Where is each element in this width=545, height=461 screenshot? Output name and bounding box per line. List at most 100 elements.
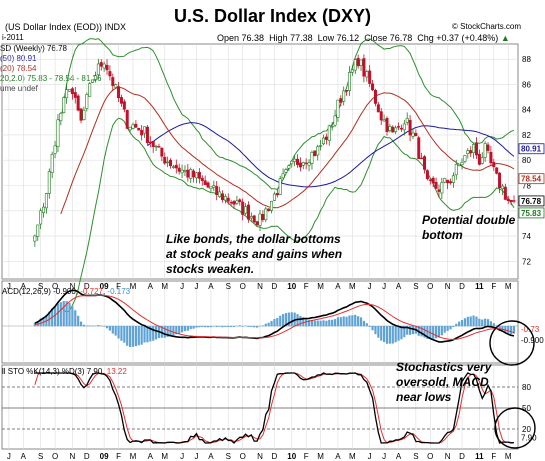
macd-signal-line [34,294,515,340]
candle-body [463,155,467,162]
candle-body [278,178,282,195]
x-tick-label: D [459,452,465,461]
x-tick-label: F [116,452,121,461]
macd-histogram-bar [166,326,169,337]
candle-body [506,198,510,202]
candle-body [373,89,377,104]
macd-histogram-bar [336,317,340,327]
macd-histogram-bar [175,326,178,335]
macd-histogram-bar [510,326,513,335]
candle-body [304,162,308,165]
candle-body [82,109,86,120]
candle-body [215,186,219,196]
stoch-label: ll STO %K(14,3) %D(3) 7.90, 13.22 [2,367,127,376]
chart-title: U.S. Dollar Index (DXY) [173,6,372,26]
bollinger-lower-line [60,117,515,314]
macd-histogram-bar [218,326,221,327]
candle-body [117,86,121,99]
macd-histogram-bar [478,318,481,327]
macd-histogram-bar [440,326,443,336]
x-tick-label: A [208,282,214,291]
macd-histogram-bar [446,326,449,331]
macd-histogram-bar [270,320,273,327]
candle-body [203,180,207,185]
x-tick-label: A [335,452,341,461]
candle-body [480,157,484,164]
candle-body [333,115,337,126]
macd-histogram-bar [232,326,236,327]
candle-body [483,143,487,158]
macd-panel [2,289,518,348]
bb-legend: 20,2.0) 75.83 - 78.54 - 81.26 [0,74,102,83]
x-tick-label: F [116,282,121,291]
macd-histogram-bar [449,326,452,330]
macd-histogram-bar [290,312,293,327]
x-tick-label: F [304,452,309,461]
macd-histogram-bar [149,326,152,342]
candle-body [195,172,199,179]
x-tick-label: J [368,452,372,461]
macd-histogram-bar [507,326,510,334]
macd-histogram-bar [221,326,224,328]
candle-body [495,167,499,174]
macd-histogram-bar [339,317,342,327]
macd-histogram-bar [183,326,187,332]
candle-body [206,182,210,188]
candle-body [186,169,190,178]
x-tick-label: O [427,452,433,461]
candle-body [376,104,380,113]
annotation-double-bottom: Potential double bottom [422,213,516,242]
candle-body [408,119,412,136]
macd-histogram-bar [39,318,42,327]
ma50-legend: (50) 80.91 [0,54,37,63]
candle-body [298,162,302,168]
x-tick-label: M [505,282,512,291]
macd-histogram-bar [383,326,386,343]
candle-body [411,132,415,137]
candle-body [466,150,470,154]
macd-histogram-bar [325,320,328,327]
stoch-axis-label: 80 [522,383,531,392]
price-panel [33,38,516,314]
candle-body [200,177,204,181]
x-tick-label: D [84,452,90,461]
macd-histogram-bar [354,314,357,327]
x-tick-label: S [413,452,418,461]
macd-histogram-bar [105,326,109,329]
x-tick-label: S [38,452,43,461]
macd-signal-label: -0.727 [80,287,103,296]
macd-histogram-bar [154,326,158,340]
macd-histogram-bar [247,326,250,327]
x-tick-label: 09 [100,452,109,461]
high-value: High 77.38 [269,33,313,43]
macd-histogram-bar [365,323,368,327]
x-tick-label: F [491,282,496,291]
macd-histogram-bar [85,325,88,327]
macd-histogram-bar [206,326,210,328]
macd-histogram-bar [469,316,472,327]
x-tick-label: O [52,282,58,291]
candle-body [212,185,216,188]
x-tick-label: D [272,452,278,461]
candle-body [342,90,346,102]
macd-histogram-bar [432,326,435,339]
candle-body [345,90,349,92]
x-tick-label: N [69,452,75,461]
macd-histogram-bar [475,316,478,327]
x-tick-label: A [21,282,27,291]
candle-body [241,201,245,215]
stoch-axis-label: 50 [522,404,531,413]
candle-body [440,182,444,194]
candle-body [434,182,438,189]
candle-body [293,158,297,162]
macd-histogram-bar [33,322,36,327]
macd-histogram-bar [391,326,394,344]
macd-histogram-bar [253,326,256,328]
x-tick-label: M [161,282,168,291]
macd-histogram-bar [452,326,455,328]
candle-body [192,170,196,178]
x-tick-label: M [317,452,324,461]
stoch-value-label: 7.90 [521,433,537,442]
macd-histogram-bar [152,326,155,341]
candle-body [238,199,242,203]
